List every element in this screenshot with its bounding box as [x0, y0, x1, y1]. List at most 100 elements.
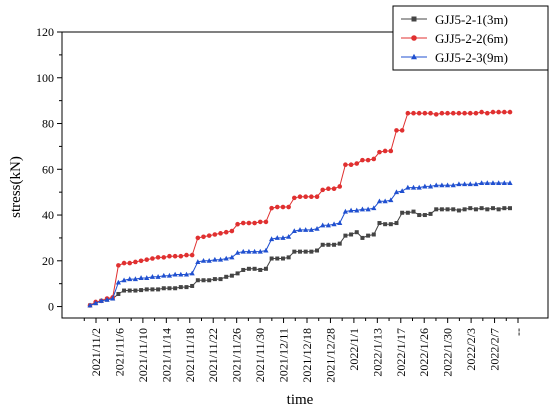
data-point: [507, 180, 513, 186]
data-point: [461, 181, 468, 187]
data-point: [303, 194, 308, 200]
data-point: [133, 259, 138, 265]
data-point: [445, 207, 450, 212]
data-point: [252, 266, 257, 271]
x-tick-label: 2021/11/2: [89, 328, 103, 376]
data-point: [309, 249, 314, 254]
data-point: [93, 300, 99, 306]
data-point: [155, 274, 161, 279]
data-point: [122, 288, 127, 293]
data-point: [422, 213, 427, 218]
y-tick-label: 20: [42, 254, 54, 268]
data-point: [394, 221, 399, 226]
data-point: [200, 258, 207, 263]
legend-label: GJJ5-2-1(3m): [435, 12, 508, 27]
data-point: [354, 230, 359, 235]
data-point: [190, 283, 195, 288]
y-tick-label: 60: [42, 162, 54, 176]
plot-frame: [61, 31, 549, 319]
data-point: [354, 207, 360, 213]
data-point: [235, 271, 240, 276]
data-point: [212, 277, 217, 282]
series-layer: [87, 109, 513, 308]
data-point: [229, 228, 235, 234]
data-point: [468, 206, 473, 211]
data-point: [507, 109, 513, 115]
data-point: [325, 222, 331, 228]
data-point: [433, 112, 439, 117]
data-point: [326, 242, 331, 247]
data-point: [173, 286, 178, 291]
data-point: [229, 254, 235, 260]
data-point: [366, 233, 371, 238]
data-point: [286, 233, 292, 239]
data-point: [257, 248, 263, 254]
x-tick-label: 2021/12/11: [277, 328, 291, 382]
x-tick-label: 2021/11/22: [206, 328, 220, 382]
data-point: [501, 180, 507, 186]
data-point: [110, 295, 116, 301]
data-point: [444, 182, 451, 188]
data-point: [508, 206, 512, 211]
x-tick-label: 2022/1/30: [441, 328, 455, 377]
data-point: [212, 256, 218, 262]
data-point: [382, 198, 388, 204]
data-point: [388, 148, 394, 154]
data-point: [473, 207, 478, 212]
x-tick-label: 2022/1/13: [370, 328, 384, 377]
data-point: [496, 180, 502, 186]
legend-item: GJJ5-2-2(6m): [401, 31, 508, 46]
data-point: [183, 271, 190, 277]
plot-border: [61, 31, 549, 319]
data-point: [359, 206, 366, 212]
data-point: [172, 271, 178, 277]
data-point: [308, 227, 314, 232]
data-point: [269, 236, 275, 242]
data-point: [405, 110, 411, 116]
data-point: [286, 255, 291, 260]
series-2: [87, 109, 513, 308]
data-point: [133, 288, 138, 293]
data-point: [224, 274, 229, 279]
legend-item: GJJ5-2-1(3m): [401, 12, 508, 27]
data-point: [269, 256, 274, 261]
data-point: [189, 270, 195, 276]
data-point: [405, 210, 410, 215]
data-point: [439, 207, 444, 212]
legend-label: GJJ5-2-3(9m): [435, 50, 508, 65]
data-point: [156, 287, 161, 292]
x-tick-label: 2021/11/26: [230, 328, 244, 382]
data-point: [207, 278, 212, 283]
data-point: [456, 110, 462, 116]
data-point: [212, 232, 218, 237]
data-point: [229, 273, 234, 278]
data-point: [365, 157, 371, 163]
x-tick-label: 2021/11/10: [136, 328, 150, 382]
data-point: [433, 182, 439, 188]
data-point: [371, 232, 376, 237]
data-point: [234, 249, 241, 255]
data-point: [428, 110, 433, 116]
data-point: [195, 278, 200, 283]
data-point: [416, 184, 422, 190]
data-point: [291, 228, 297, 234]
data-point: [417, 213, 422, 218]
y-tick-label: 100: [36, 71, 54, 85]
data-point: [348, 207, 354, 213]
data-point: [411, 209, 416, 214]
data-point: [331, 221, 337, 227]
data-point: [496, 109, 501, 115]
series-line: [89, 182, 510, 306]
data-point: [138, 275, 144, 280]
data-point: [365, 206, 371, 212]
data-point: [298, 249, 302, 254]
data-point: [456, 181, 462, 187]
data-point: [399, 128, 405, 133]
data-point: [496, 207, 501, 212]
data-point: [223, 255, 229, 261]
data-point: [218, 231, 223, 236]
data-point: [382, 148, 388, 154]
data-point: [320, 187, 326, 193]
data-point: [172, 253, 178, 259]
data-point: [320, 242, 325, 247]
